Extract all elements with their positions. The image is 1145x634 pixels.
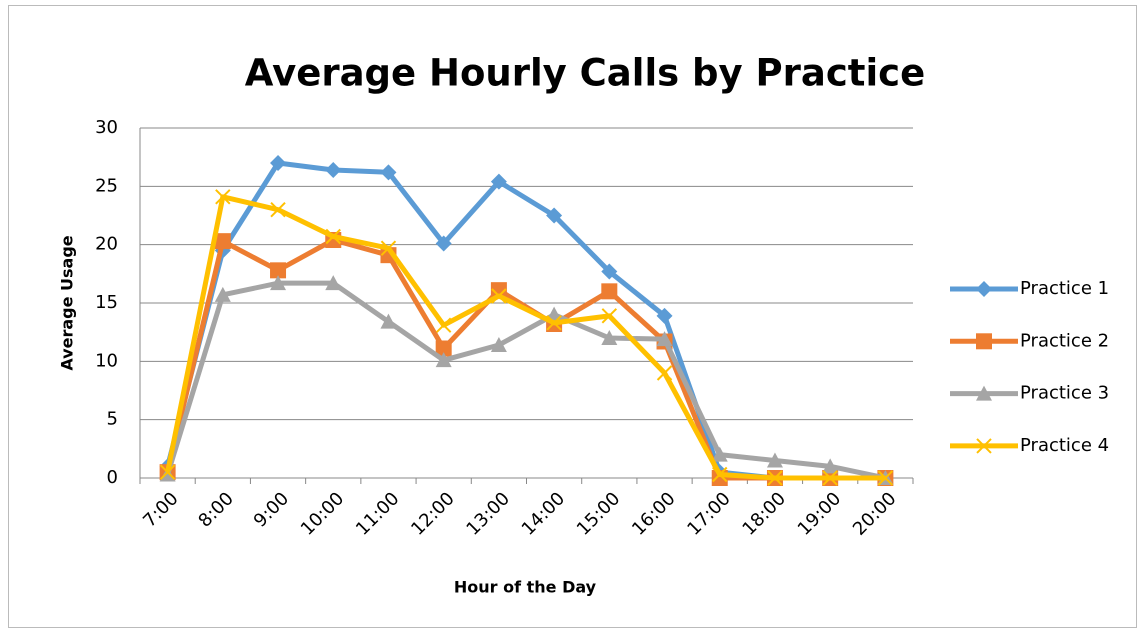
marker [601, 263, 618, 280]
marker [270, 262, 287, 279]
marker [159, 464, 176, 480]
marker [712, 466, 728, 483]
marker [435, 235, 452, 252]
marker [270, 275, 287, 291]
marker [380, 164, 397, 181]
marker [877, 470, 894, 486]
marker [546, 207, 563, 224]
marker [601, 330, 618, 345]
marker [435, 352, 452, 368]
chart-title: Average Hourly Calls by Practice [245, 52, 925, 95]
marker [601, 308, 618, 324]
marker [766, 452, 783, 468]
y-tick-label: 15 [95, 292, 118, 313]
y-tick-label: 0 [107, 467, 118, 488]
marker [491, 288, 507, 304]
y-axis-title: Average Usage [58, 235, 77, 370]
y-tick-label: 20 [95, 234, 118, 255]
marker [976, 281, 992, 297]
marker [215, 189, 231, 205]
marker [325, 275, 342, 291]
y-tick-label: 10 [95, 350, 118, 371]
marker [325, 228, 341, 245]
marker [270, 155, 287, 171]
marker [435, 340, 452, 357]
marker [380, 240, 397, 256]
marker [711, 446, 728, 462]
x-axis-title: Hour of the Day [454, 578, 597, 597]
marker [822, 458, 839, 474]
marker [490, 173, 507, 190]
marker [656, 307, 673, 324]
legend-label: Practice 2 [1020, 330, 1109, 351]
marker [435, 317, 452, 333]
marker [656, 331, 673, 347]
y-tick-label: 5 [107, 409, 118, 430]
marker [767, 470, 783, 486]
series-line [165, 194, 886, 481]
marker [380, 313, 397, 329]
marker [656, 365, 673, 381]
legend-label: Practice 4 [1020, 435, 1109, 456]
marker [976, 438, 992, 454]
marker [976, 385, 992, 401]
legend-label: Practice 1 [1020, 278, 1109, 299]
series-line [165, 280, 886, 481]
marker [214, 286, 231, 302]
marker [490, 337, 507, 352]
chart-border [8, 5, 1137, 628]
marker [159, 466, 176, 482]
marker [490, 282, 507, 299]
marker [976, 333, 992, 350]
y-tick-label: 30 [95, 117, 118, 138]
marker [822, 470, 838, 486]
marker [214, 233, 231, 250]
y-tick-label: 25 [95, 175, 118, 196]
marker [325, 162, 342, 178]
legend-label: Practice 3 [1020, 383, 1109, 404]
marker [546, 315, 562, 331]
marker [270, 201, 286, 218]
marker [601, 283, 618, 300]
